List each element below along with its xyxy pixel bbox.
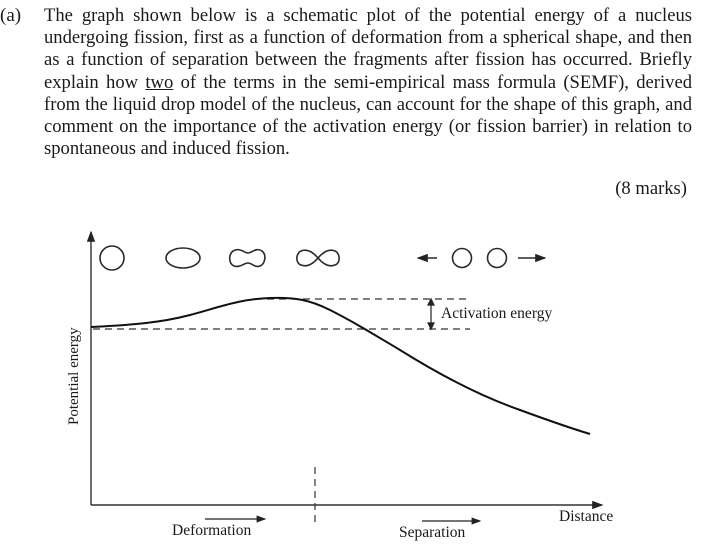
figure-eight-shape-icon bbox=[296, 249, 340, 267]
nucleus-shapes bbox=[99, 245, 547, 271]
deformation-label: Deformation bbox=[172, 522, 252, 539]
dumbbell-shape-icon bbox=[228, 248, 266, 268]
question-text: The graph shown below is a schematic plo… bbox=[44, 5, 692, 160]
question-text-part2: of the terms in the semi-empirical mass … bbox=[44, 71, 692, 160]
question-text-part1: The graph shown below is a schematic plo… bbox=[44, 5, 692, 93]
reference-lines bbox=[93, 298, 470, 522]
activation-energy-arrow bbox=[427, 297, 435, 331]
question-label: (a) bbox=[0, 5, 22, 26]
activation-energy-label: Activation energy bbox=[441, 305, 553, 322]
fragment-right-icon bbox=[486, 247, 508, 269]
marks-label: (8 marks) bbox=[615, 178, 687, 199]
y-axis-label: Potential energy bbox=[66, 327, 82, 425]
axes bbox=[86, 230, 604, 510]
sphere-shape-icon bbox=[99, 245, 125, 271]
ellipsoid-shape-icon bbox=[165, 247, 201, 269]
fragment-left-icon bbox=[451, 247, 473, 269]
x-axis-label: Distance bbox=[559, 508, 614, 525]
potential-energy-curve bbox=[90, 296, 591, 435]
underlined-emphasis: two bbox=[145, 71, 174, 93]
separation-label: Separation bbox=[399, 524, 466, 541]
